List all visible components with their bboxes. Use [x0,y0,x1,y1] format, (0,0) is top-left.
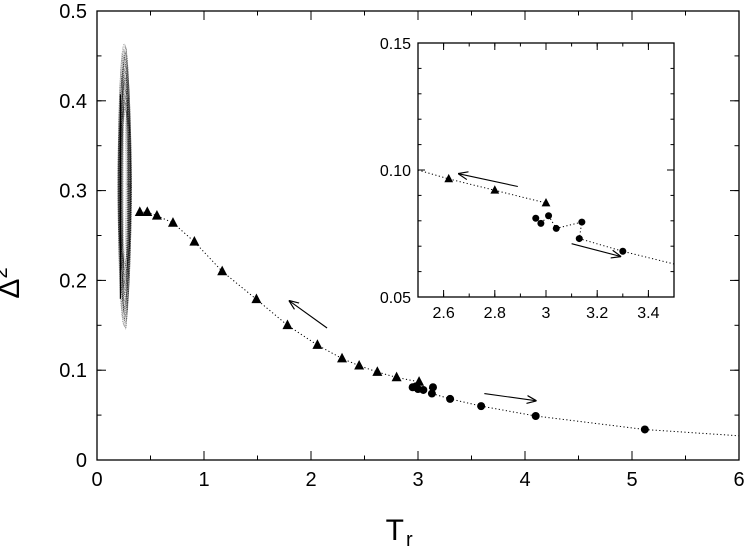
inset-circle-point [532,214,540,222]
main-circle-point [419,385,428,394]
main-orbit-trace [120,110,132,267]
inset-x-tick-label: 3.4 [637,305,659,322]
main-circle-point [477,402,486,411]
main-orbit-trace [120,66,131,311]
inset-plot: 2.6 2.8 3 3.2 3.4 0.05 0.10 0.15 [380,36,675,322]
main-orbit-trace [121,91,130,286]
main-triangle-point [391,371,402,382]
inset-data-layer [418,169,674,265]
main-circle-point [428,383,437,392]
main-orbit-trace [122,72,129,304]
inset-triangle-point [444,173,454,183]
main-orbit-trace [122,46,129,330]
inset-x-tick-label: 3.2 [586,305,608,322]
main-circle-point [427,389,436,398]
inset-x-tick-label: 3 [542,305,551,322]
inset-triangle-point [490,185,500,194]
inset-circle-point [578,218,586,226]
inset-circle-point [575,235,583,243]
main-x-tick-label: 3 [412,469,423,491]
main-triangle-point [312,339,323,349]
main-plot-frame [96,10,740,461]
main-y-tick-label: 0.4 [59,91,87,113]
main-orbit-trace [119,58,132,316]
inset-y-tick-label: 0.05 [380,290,411,307]
main-triangle-point [372,366,383,376]
main-triangle-point [189,236,200,246]
main-triangle-point [142,206,153,216]
inset-circle-point [552,224,560,232]
main-orbit-trace [121,52,130,323]
main-y-tick-label: 0.5 [59,1,87,23]
main-triangle-point [217,265,228,276]
main-plot: 0 1 2 3 4 5 6 0 0.1 0.2 0.3 0.4 0.5 [59,1,744,491]
main-triangle-point [354,359,365,370]
y-axis-title-main: Δ [0,279,26,299]
main-x-tick-label: 5 [626,469,637,491]
main-direction-arrow [290,301,328,329]
main-orbit-trace [118,74,130,294]
inset-y-tick-label: 0.10 [380,163,411,180]
inset-x-tick-label: 2.6 [432,305,454,322]
inset-circle-point [619,247,627,255]
main-orbit-trace [121,51,129,321]
main-circle-point [531,411,540,420]
main-direction-arrow [484,393,535,401]
y-axis-title-superscript: 2 [0,267,12,278]
main-x-tick-label: 4 [519,469,530,491]
inset-circle-point [545,212,553,220]
main-y-tick-label: 0.3 [59,181,87,203]
inset-plot-frame [417,42,675,298]
main-data-layer [117,43,739,437]
x-axis-title: T [386,514,404,546]
inset-y-tick-label: 0.15 [380,36,411,53]
main-orbit-trace [118,109,132,265]
main-triangle-point [282,319,293,330]
x-axis-title-subscript: r [406,529,413,546]
main-triangle-point [251,293,262,304]
inset-direction-arrow [459,174,518,188]
main-x-tick-label: 2 [305,469,316,491]
main-circle-point [446,394,455,403]
main-triangle-point [151,209,162,220]
main-orbit-trace [119,70,131,303]
main-y-tick-label: 0 [76,450,87,472]
main-x-tick-label: 1 [198,469,209,491]
main-orbit-trace [119,45,131,328]
main-orbit-trace [122,97,130,279]
main-triangle-point [167,217,178,227]
main-y-tick-label: 0.2 [59,270,87,292]
inset-x-tick-label: 2.8 [484,305,506,322]
inset-circle-point [537,219,545,227]
main-triangle-point [134,206,145,216]
main-orbit-trace [119,103,132,272]
main-y-tick-label: 0.1 [59,360,87,382]
y-axis-title: Δ2 [0,267,26,298]
inset-triangle-point [541,197,551,207]
main-x-tick-label: 0 [91,469,102,491]
main-orbit-trace [121,76,128,296]
main-circle-point [640,425,649,434]
main-x-tick-label: 6 [733,469,744,491]
inset-direction-arrow [571,243,621,257]
main-triangle-point [337,352,348,363]
axis-titles: T r Δ2 [0,267,413,546]
main-orbit-trace [118,84,132,291]
inset-plot-area [418,43,674,297]
